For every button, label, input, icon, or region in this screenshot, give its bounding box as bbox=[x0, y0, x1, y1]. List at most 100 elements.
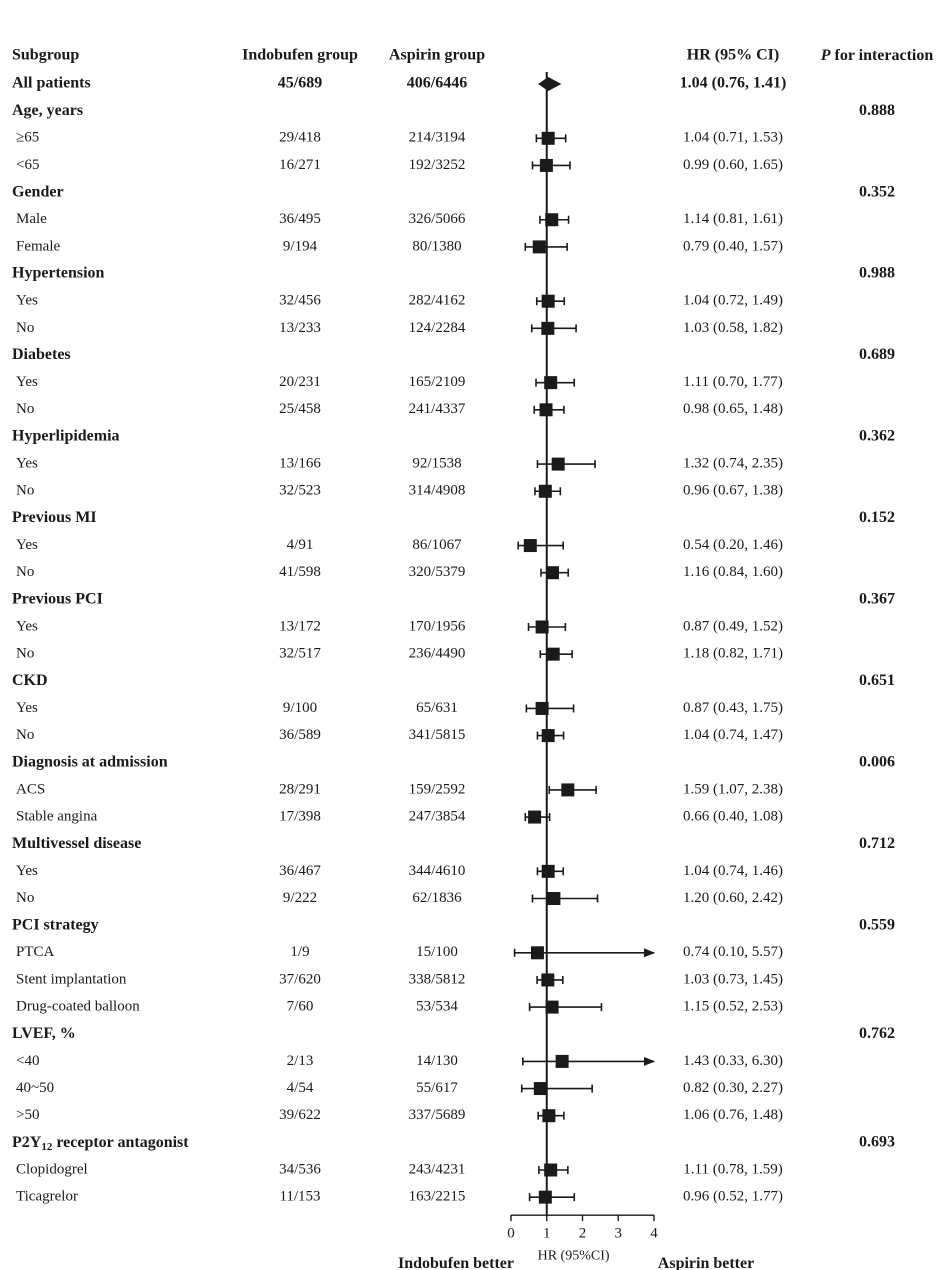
indobufen-events: 13/233 bbox=[279, 320, 321, 336]
hr-ci-text: 1.11 (0.70, 1.77) bbox=[683, 374, 782, 390]
hr-point bbox=[538, 1190, 552, 1204]
indobufen-events: 28/291 bbox=[279, 781, 321, 797]
hr-ci-text: 1.43 (0.33, 6.30) bbox=[683, 1053, 783, 1069]
left-favors-label: Indobufen better bbox=[398, 1255, 514, 1270]
hr-ci-text: 1.03 (0.58, 1.82) bbox=[683, 320, 783, 336]
overall-diamond bbox=[538, 77, 562, 91]
p-interaction-value: 0.988 bbox=[859, 265, 895, 282]
header-hr: HR (95% CI) bbox=[687, 47, 779, 64]
hr-point bbox=[561, 783, 575, 797]
subgroup-label: Yes bbox=[16, 618, 38, 634]
indobufen-events: 20/231 bbox=[279, 374, 321, 390]
hr-point bbox=[535, 620, 549, 634]
group-label: Age, years bbox=[12, 102, 83, 119]
aspirin-events: 80/1380 bbox=[412, 238, 461, 254]
subgroup-label: No bbox=[16, 483, 34, 499]
aspirin-events: 192/3252 bbox=[409, 157, 466, 173]
aspirin-events: 62/1836 bbox=[412, 890, 462, 906]
indobufen-events: 41/598 bbox=[279, 564, 321, 580]
subgroup-label: Yes bbox=[16, 456, 38, 472]
indobufen-events: 45/689 bbox=[278, 75, 322, 92]
hr-point bbox=[551, 457, 565, 471]
aspirin-events: 241/4337 bbox=[409, 401, 466, 417]
hr-point bbox=[546, 647, 560, 661]
subgroup-label: Yes bbox=[16, 374, 38, 390]
x-axis-label: HR (95%CI) bbox=[538, 1248, 610, 1263]
aspirin-events: 338/5812 bbox=[409, 971, 466, 987]
indobufen-events: 4/91 bbox=[287, 537, 314, 553]
subgroup-label: ≥65 bbox=[16, 130, 39, 146]
hr-point bbox=[538, 484, 552, 498]
hr-point bbox=[541, 321, 555, 335]
right-favors-label: Aspirin better bbox=[658, 1255, 754, 1270]
hr-ci-text: 0.96 (0.67, 1.38) bbox=[683, 483, 783, 499]
hr-point bbox=[530, 946, 544, 960]
x-tick-label: 1 bbox=[543, 1226, 551, 1242]
group-label: Gender bbox=[12, 183, 64, 200]
aspirin-events: 326/5066 bbox=[409, 211, 466, 227]
hr-point bbox=[541, 864, 555, 878]
group-label: Diagnosis at admission bbox=[12, 753, 168, 770]
header-aspirin: Aspirin group bbox=[389, 47, 485, 64]
hr-ci-text: 0.79 (0.40, 1.57) bbox=[683, 238, 783, 254]
hr-point bbox=[528, 810, 542, 824]
aspirin-events: 53/534 bbox=[416, 999, 458, 1015]
p-interaction-value: 0.689 bbox=[859, 346, 895, 363]
subgroup-label: ACS bbox=[16, 781, 45, 797]
indobufen-events: 34/536 bbox=[279, 1161, 321, 1177]
subgroup-label: Stent implantation bbox=[16, 971, 127, 987]
x-tick-label: 3 bbox=[615, 1226, 623, 1242]
hr-ci-text: 1.15 (0.52, 2.53) bbox=[683, 999, 783, 1015]
aspirin-events: 341/5815 bbox=[409, 727, 466, 743]
group-label: Diabetes bbox=[12, 346, 71, 363]
subgroup-label: No bbox=[16, 727, 34, 743]
aspirin-events: 14/130 bbox=[416, 1053, 458, 1069]
hr-ci-text: 0.54 (0.20, 1.46) bbox=[683, 537, 783, 553]
hr-ci-text: 1.04 (0.76, 1.41) bbox=[680, 75, 787, 92]
hr-point bbox=[523, 539, 537, 553]
indobufen-events: 36/589 bbox=[279, 727, 321, 743]
aspirin-events: 163/2215 bbox=[409, 1189, 466, 1205]
group-label: All patients bbox=[12, 75, 91, 92]
subgroup-label: Yes bbox=[16, 700, 38, 716]
indobufen-events: 32/523 bbox=[279, 483, 321, 499]
aspirin-events: 243/4231 bbox=[409, 1161, 466, 1177]
hr-ci-text: 0.66 (0.40, 1.08) bbox=[683, 808, 783, 824]
subgroup-label: Clopidogrel bbox=[16, 1161, 88, 1177]
aspirin-events: 55/617 bbox=[416, 1080, 458, 1096]
p-interaction-value: 0.006 bbox=[859, 753, 895, 770]
aspirin-events: 159/2592 bbox=[409, 781, 466, 797]
subgroup-label: Stable angina bbox=[16, 808, 98, 824]
hr-point bbox=[533, 1082, 547, 1096]
group-label: Multivessel disease bbox=[12, 835, 141, 852]
indobufen-events: 17/398 bbox=[279, 808, 321, 824]
indobufen-events: 32/456 bbox=[279, 293, 321, 309]
p-interaction-value: 0.559 bbox=[859, 916, 895, 933]
hr-point bbox=[541, 131, 555, 145]
hr-point bbox=[544, 1163, 558, 1177]
aspirin-events: 406/6446 bbox=[407, 75, 467, 92]
aspirin-events: 282/4162 bbox=[409, 293, 466, 309]
hr-point bbox=[545, 213, 559, 227]
hr-ci-text: 1.14 (0.81, 1.61) bbox=[683, 211, 783, 227]
group-label: P2Y12 receptor antagonist bbox=[12, 1134, 189, 1153]
group-label: Hypertension bbox=[12, 265, 105, 282]
hr-ci-text: 1.59 (1.07, 2.38) bbox=[683, 781, 783, 797]
p-interaction-value: 0.693 bbox=[859, 1134, 895, 1151]
hr-point bbox=[555, 1054, 569, 1068]
aspirin-events: 86/1067 bbox=[412, 537, 462, 553]
subgroup-label: Drug-coated balloon bbox=[16, 999, 140, 1015]
indobufen-events: 13/166 bbox=[279, 456, 321, 472]
hr-ci-text: 0.87 (0.43, 1.75) bbox=[683, 700, 783, 716]
hr-ci-text: 1.16 (0.84, 1.60) bbox=[683, 564, 783, 580]
header-indobufen: Indobufen group bbox=[242, 47, 358, 64]
aspirin-events: 124/2284 bbox=[409, 320, 466, 336]
aspirin-events: 344/4610 bbox=[409, 863, 466, 879]
subgroup-label: PTCA bbox=[16, 944, 55, 960]
p-interaction-value: 0.888 bbox=[859, 102, 895, 119]
hr-ci-text: 1.03 (0.73, 1.45) bbox=[683, 971, 783, 987]
hr-point bbox=[535, 701, 549, 715]
aspirin-events: 314/4908 bbox=[409, 483, 466, 499]
hr-point bbox=[541, 294, 555, 308]
